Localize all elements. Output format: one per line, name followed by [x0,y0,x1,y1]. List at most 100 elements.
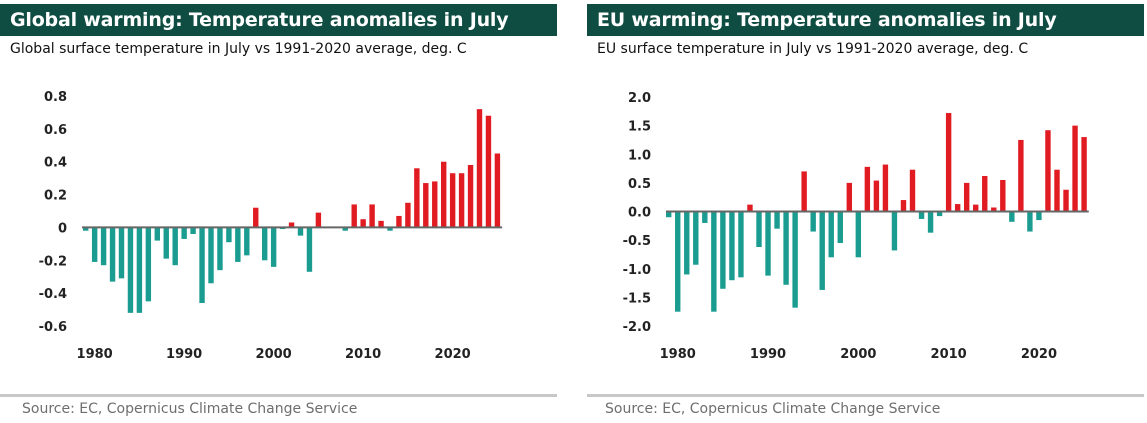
bar-1999 [262,227,268,261]
x-tick-label: 2010 [931,347,967,362]
bar-2020 [1036,211,1042,221]
bar-2003 [297,227,304,236]
x-tick-label: 2020 [1021,347,1057,362]
y-tick-label: 0.0 [628,206,651,221]
bar-1988 [747,204,753,212]
y-tick-label: -0.5 [623,234,651,249]
eu-bar-chart: 2.0 1.5 1.0 0.5 0.0 -0.5 -1.0 -1.5 -2.0 1980 1990 2… [623,91,1089,362]
bar-1996 [235,227,241,262]
y-tick-label: 0.4 [44,156,67,171]
bar-2004 [306,227,313,272]
bar-2021 [458,173,465,228]
y-tick-label: 1.5 [628,120,651,135]
divider [587,394,1144,397]
y-tick-label: -0.6 [39,320,67,335]
bar-2009 [351,204,357,228]
bar-1981 [100,227,107,266]
bar-2025 [494,153,501,228]
eu-chart-panel: EU warming: Temperature anomalies in Jul… [587,0,1144,423]
bar-2016 [414,168,420,228]
bar-2008 [342,227,348,231]
bar-2023 [1063,189,1069,212]
bar-1987 [154,227,160,241]
bar-2018 [432,181,438,228]
bar-2015 [991,207,997,212]
bar-2020 [449,173,456,228]
bar-1991 [774,211,780,229]
bar-2017 [1009,211,1015,222]
bar-1995 [226,227,232,243]
x-tick-label: 2000 [840,347,876,362]
bar-2004 [891,211,898,251]
bar-2017 [423,183,429,228]
y-tick-label: 0.6 [44,123,67,138]
bar-1993 [792,211,798,308]
bar-1979 [666,211,672,218]
bar-2012 [378,220,384,228]
bar-1996 [819,211,825,290]
x-tick-label: 1980 [660,347,696,362]
bar-1982 [109,227,116,282]
x-tick-label: 1990 [750,347,786,362]
bar-1992 [783,211,789,285]
global-bar-chart: 0.8 0.6 0.4 0.2 0 -0.2 -0.4 -0.6 1980 1990 2000 201… [39,90,503,362]
bar-1983 [118,227,125,279]
bar-2015 [405,202,411,228]
bar-2005 [315,212,322,228]
bar-2010 [360,219,366,228]
bar-2013 [387,227,393,231]
bar-1984 [127,227,134,313]
bar-2000 [270,227,277,267]
chart-subtitle: EU surface temperature in July vs 1991-2… [597,41,1029,57]
bar-1990 [765,211,771,276]
bar-2019 [441,161,447,228]
x-tick-label: 2000 [256,347,292,362]
y-tick-label: 0.2 [44,189,67,204]
x-tick-label: 2020 [435,347,471,362]
bar-1981 [684,211,690,275]
source-note: Source: EC, Copernicus Climate Change Se… [605,401,941,417]
bar-1987 [738,211,744,278]
title-bar: Global warming: Temperature anomalies in… [0,4,557,36]
bar-1990 [181,227,187,239]
bar-1994 [801,171,807,212]
bar-2011 [954,204,961,212]
bar-1982 [693,211,699,265]
bar-2024 [485,115,492,228]
bar-1992 [199,227,205,303]
bar-1980 [675,211,681,312]
bar-1986 [145,227,152,302]
bar-2011 [369,204,375,228]
chart-subtitle: Global surface temperature in July vs 19… [10,41,467,57]
bar-1993 [208,227,214,284]
y-tick-label: 1.0 [628,148,651,163]
bar-1986 [729,211,735,281]
bar-1985 [720,211,726,289]
bar-1984 [711,211,717,312]
divider [0,394,557,397]
bar-2014 [982,176,988,212]
bar-1989 [756,211,762,247]
y-tick-label: -1.5 [623,291,651,306]
x-tick-label: 2010 [345,347,381,362]
y-tick-label: -2.0 [623,320,651,335]
chart-title: EU warming: Temperature anomalies in Jul… [597,9,1057,31]
source-note: Source: EC, Copernicus Climate Change Se… [22,401,358,417]
y-tick-label: -0.2 [39,254,67,269]
bar-2019 [1027,211,1033,232]
bar-1989 [172,227,178,266]
bar-1997 [244,227,250,256]
bar-1979 [83,227,89,231]
bar-1988 [163,227,169,259]
bar-1994 [217,227,223,271]
bar-2001 [864,166,871,212]
bar-2024 [1072,125,1078,212]
bar-1999 [846,182,852,212]
bar-1995 [810,211,816,232]
y-tick-label: -1.0 [623,263,651,278]
bar-2006 [909,169,916,212]
y-tick-label: -0.4 [39,287,67,302]
bar-2002 [873,180,880,212]
chart-title: Global warming: Temperature anomalies in… [10,9,509,31]
bar-2010 [945,113,952,212]
